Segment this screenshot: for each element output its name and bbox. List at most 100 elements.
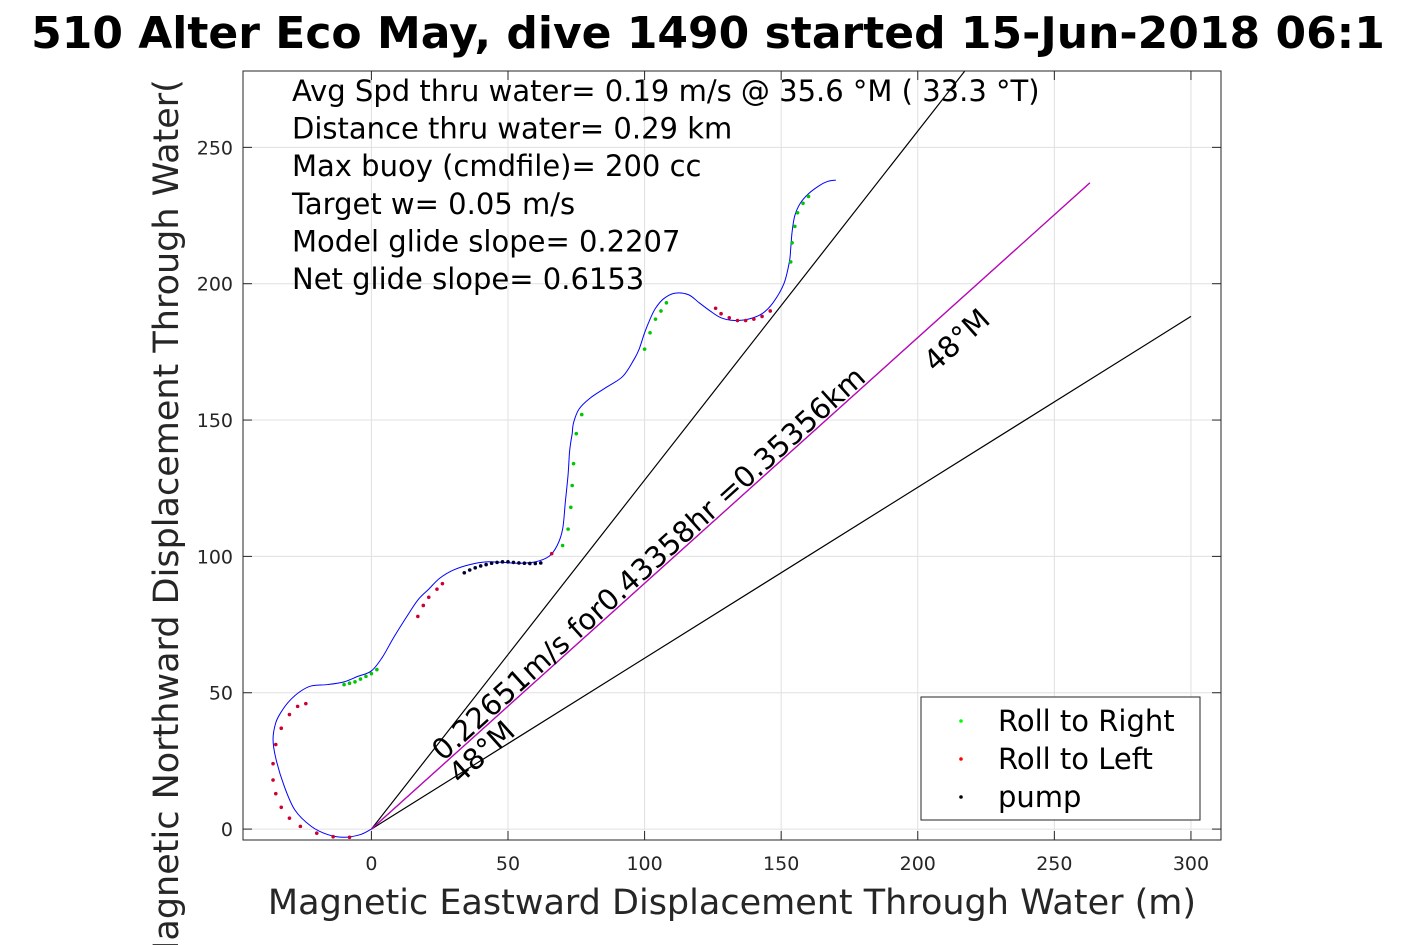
y-tick-label: 50 (209, 683, 233, 705)
glider-track (272, 179, 836, 838)
pump-point (517, 561, 521, 565)
roll-left-point (768, 309, 773, 313)
roll-right-point (574, 431, 579, 436)
roll-left-point (752, 317, 756, 321)
legend: Roll to Right Roll to Left pump (920, 696, 1201, 821)
roll-left-point (713, 306, 718, 311)
x-tick-label: 300 (1173, 853, 1209, 875)
pump-point (528, 561, 532, 566)
annotation-line: Distance thru water= 0.29 km (292, 112, 732, 146)
annotation-line: Model glide slope= 0.2207 (292, 224, 680, 258)
roll-right-point (793, 224, 797, 229)
pump-point (489, 561, 494, 566)
annotation-block: Avg Spd thru water= 0.19 m/s @ 35.6 °M (… (291, 74, 1040, 296)
legend-marker (959, 719, 963, 723)
roll-left-point (549, 551, 554, 556)
roll-right-point (642, 347, 647, 351)
roll-left-point (271, 761, 275, 766)
pump-point (511, 560, 516, 565)
current-line (370, 182, 1091, 830)
roll-left-point (314, 831, 319, 835)
roll-right-point (795, 211, 800, 215)
x-tick-label: 0 (365, 853, 377, 875)
roll-left-point (279, 805, 284, 810)
y-axis-label: Magnetic Northward Displacement Through … (147, 79, 187, 945)
x-tick-label: 200 (900, 853, 936, 875)
roll-left-point (719, 311, 723, 316)
plot-frame (242, 70, 1222, 841)
pump-point (478, 564, 483, 568)
y-tick-label: 250 (197, 137, 233, 159)
roll-right-point (790, 240, 794, 245)
y-tick-label: 100 (197, 546, 233, 568)
pump-point (473, 566, 478, 570)
legend-marker (959, 757, 963, 761)
roll-left-point (727, 315, 732, 320)
pump-point (533, 561, 538, 566)
roll-left-point (287, 816, 292, 820)
roll-left-point (279, 726, 284, 730)
roll-left-point (273, 791, 278, 796)
roll-left-point (298, 824, 303, 829)
legend-label: Roll to Left (998, 742, 1153, 776)
roll-left-point (440, 581, 445, 586)
roll-right-point (566, 527, 570, 531)
roll-right-point (347, 681, 352, 686)
x-axis-label: Magnetic Eastward Displacement Through W… (268, 883, 1196, 923)
pump-point (538, 561, 543, 565)
roll-right-point (364, 674, 368, 679)
roll-left-point (435, 587, 439, 591)
roll-right-point (570, 483, 574, 488)
annotation-line: Avg Spd thru water= 0.19 m/s @ 35.6 °M (… (292, 74, 1040, 108)
roll-right-point (653, 317, 658, 321)
roll-left-point (735, 318, 740, 323)
chart-title: 510 Alter Eco May, dive 1490 started 15-… (31, 8, 1385, 59)
roll-left-point (271, 778, 275, 782)
roll-right-point (369, 671, 374, 676)
roll-left-point (760, 314, 764, 319)
x-tick-label: 100 (626, 853, 662, 875)
x-tick-label: 50 (496, 853, 520, 875)
pump-point (462, 570, 467, 575)
pump-point (506, 560, 510, 564)
pump-point (495, 560, 499, 565)
roll-right-point (801, 201, 805, 206)
roll-left-point (743, 318, 748, 323)
roll-left-point (304, 701, 308, 706)
legend-box (920, 696, 1201, 821)
roll-right-point (806, 194, 811, 199)
roll-left-point (426, 595, 431, 600)
x-tick-label: 150 (763, 853, 799, 875)
pump-point (467, 568, 472, 572)
roll-left-point (295, 704, 300, 709)
pump-point (522, 561, 527, 566)
legend-label: Roll to Right (998, 704, 1175, 738)
roll-right-point (375, 667, 379, 672)
roll-left-point (421, 603, 426, 608)
roll-right-point (648, 330, 652, 335)
roll-right-point (560, 543, 565, 548)
annotation-line: Target w= 0.05 m/s (291, 187, 575, 221)
heading-line-shallow (371, 315, 1192, 830)
roll-right-point (571, 461, 576, 466)
roll-right-point (353, 680, 357, 684)
legend-marker (959, 795, 963, 799)
heading-line-steep (370, 71, 966, 830)
roll-right-point (664, 300, 669, 305)
x-tick-label: 250 (1036, 853, 1072, 875)
roll-left-point (287, 712, 292, 717)
pump-point (500, 560, 505, 564)
y-tick-label: 0 (221, 819, 233, 841)
roll-right-point (659, 309, 663, 313)
roll-left-point (273, 742, 278, 747)
roll-left-point (331, 834, 335, 839)
roll-right-point (569, 505, 573, 510)
legend-label: pump (998, 780, 1081, 814)
pump-point (484, 562, 488, 567)
y-tick-label: 150 (197, 410, 233, 432)
annotation-line: Max buoy (cmdfile)= 200 cc (292, 149, 701, 183)
y-tick-label: 200 (197, 274, 233, 296)
grid (243, 71, 1221, 840)
roll-left-point (347, 835, 352, 840)
